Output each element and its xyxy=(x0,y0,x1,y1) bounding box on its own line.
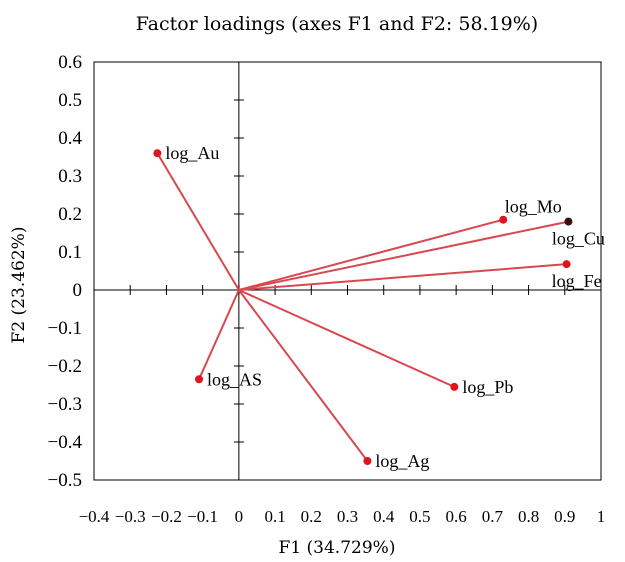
x-tick-label: 0.9 xyxy=(554,507,575,526)
loading-point xyxy=(562,260,571,269)
y-tick-label: 0 xyxy=(73,280,83,301)
x-tick-label: 0.1 xyxy=(264,507,285,526)
loading-point xyxy=(564,217,573,226)
y-tick-label: 0.5 xyxy=(58,90,82,111)
loading-vector xyxy=(238,220,569,291)
point-label: log_Ag xyxy=(375,451,429,471)
y-tick-label: 0.3 xyxy=(58,166,82,187)
x-tick-label: 0.8 xyxy=(518,507,539,526)
loading-vector xyxy=(238,289,455,388)
x-tick-label: 0.4 xyxy=(373,507,395,526)
ticks-layer: −0.4 −0.3 −0.2 −0.1 0 0.1 0.2 0.3 0.4 0.5 0.6 0.7 0.… xyxy=(48,52,606,526)
y-tick-label: −0.4 xyxy=(48,432,83,453)
y-tick-label: 0.6 xyxy=(58,52,82,73)
x-tick-label: 0.3 xyxy=(337,507,358,526)
x-tick-label: 0.2 xyxy=(301,507,322,526)
loading-vector xyxy=(198,289,240,380)
x-tick-label: 0.6 xyxy=(446,507,467,526)
x-tick-label: −0.3 xyxy=(115,507,146,526)
loading-point xyxy=(153,149,162,158)
y-tick-label: 0.4 xyxy=(58,128,82,149)
loading-point xyxy=(195,375,204,384)
x-tick-label: 1 xyxy=(597,507,606,526)
loading-point xyxy=(450,382,459,391)
axes-layer xyxy=(94,62,601,480)
point-label: log_Fe xyxy=(552,271,602,291)
point-label: log_Au xyxy=(165,143,219,163)
y-axis-label: F2 (23.462%) xyxy=(9,227,29,344)
loading-vector xyxy=(238,263,567,291)
y-tick-label: −0.3 xyxy=(48,394,82,415)
y-tick-label: 0.2 xyxy=(58,204,82,225)
vectors-layer xyxy=(156,152,569,462)
y-tick-label: −0.1 xyxy=(48,318,82,339)
loading-vector xyxy=(238,289,369,462)
x-tick-label: 0.5 xyxy=(409,507,430,526)
loading-point xyxy=(499,215,508,224)
point-label: log_Pb xyxy=(462,377,513,397)
labels-layer: log_Au log_Mo log_Cu log_Fe log_AS log_Pb log_… xyxy=(165,143,605,471)
x-tick-label: −0.4 xyxy=(79,507,110,526)
x-tick-label: −0.2 xyxy=(151,507,182,526)
loading-vector xyxy=(238,218,504,291)
x-tick-label: 0.7 xyxy=(482,507,504,526)
loading-point xyxy=(363,457,372,465)
x-tick-label: −0.1 xyxy=(187,507,218,526)
y-tick-label: 0.1 xyxy=(58,242,82,263)
loading-vector xyxy=(156,152,240,291)
x-axis-label: F1 (34.729%) xyxy=(279,538,396,558)
y-tick-label: −0.5 xyxy=(48,470,82,491)
x-tick-label: 0 xyxy=(235,507,244,526)
points-layer xyxy=(153,149,573,465)
point-label: log_Cu xyxy=(552,229,605,249)
point-label: log_Mo xyxy=(505,197,562,217)
point-label: log_AS xyxy=(207,369,262,389)
plot-frame xyxy=(93,61,602,481)
chart-title: Factor loadings (axes F1 and F2: 58.19%) xyxy=(136,13,538,35)
y-tick-label: −0.2 xyxy=(48,356,82,377)
